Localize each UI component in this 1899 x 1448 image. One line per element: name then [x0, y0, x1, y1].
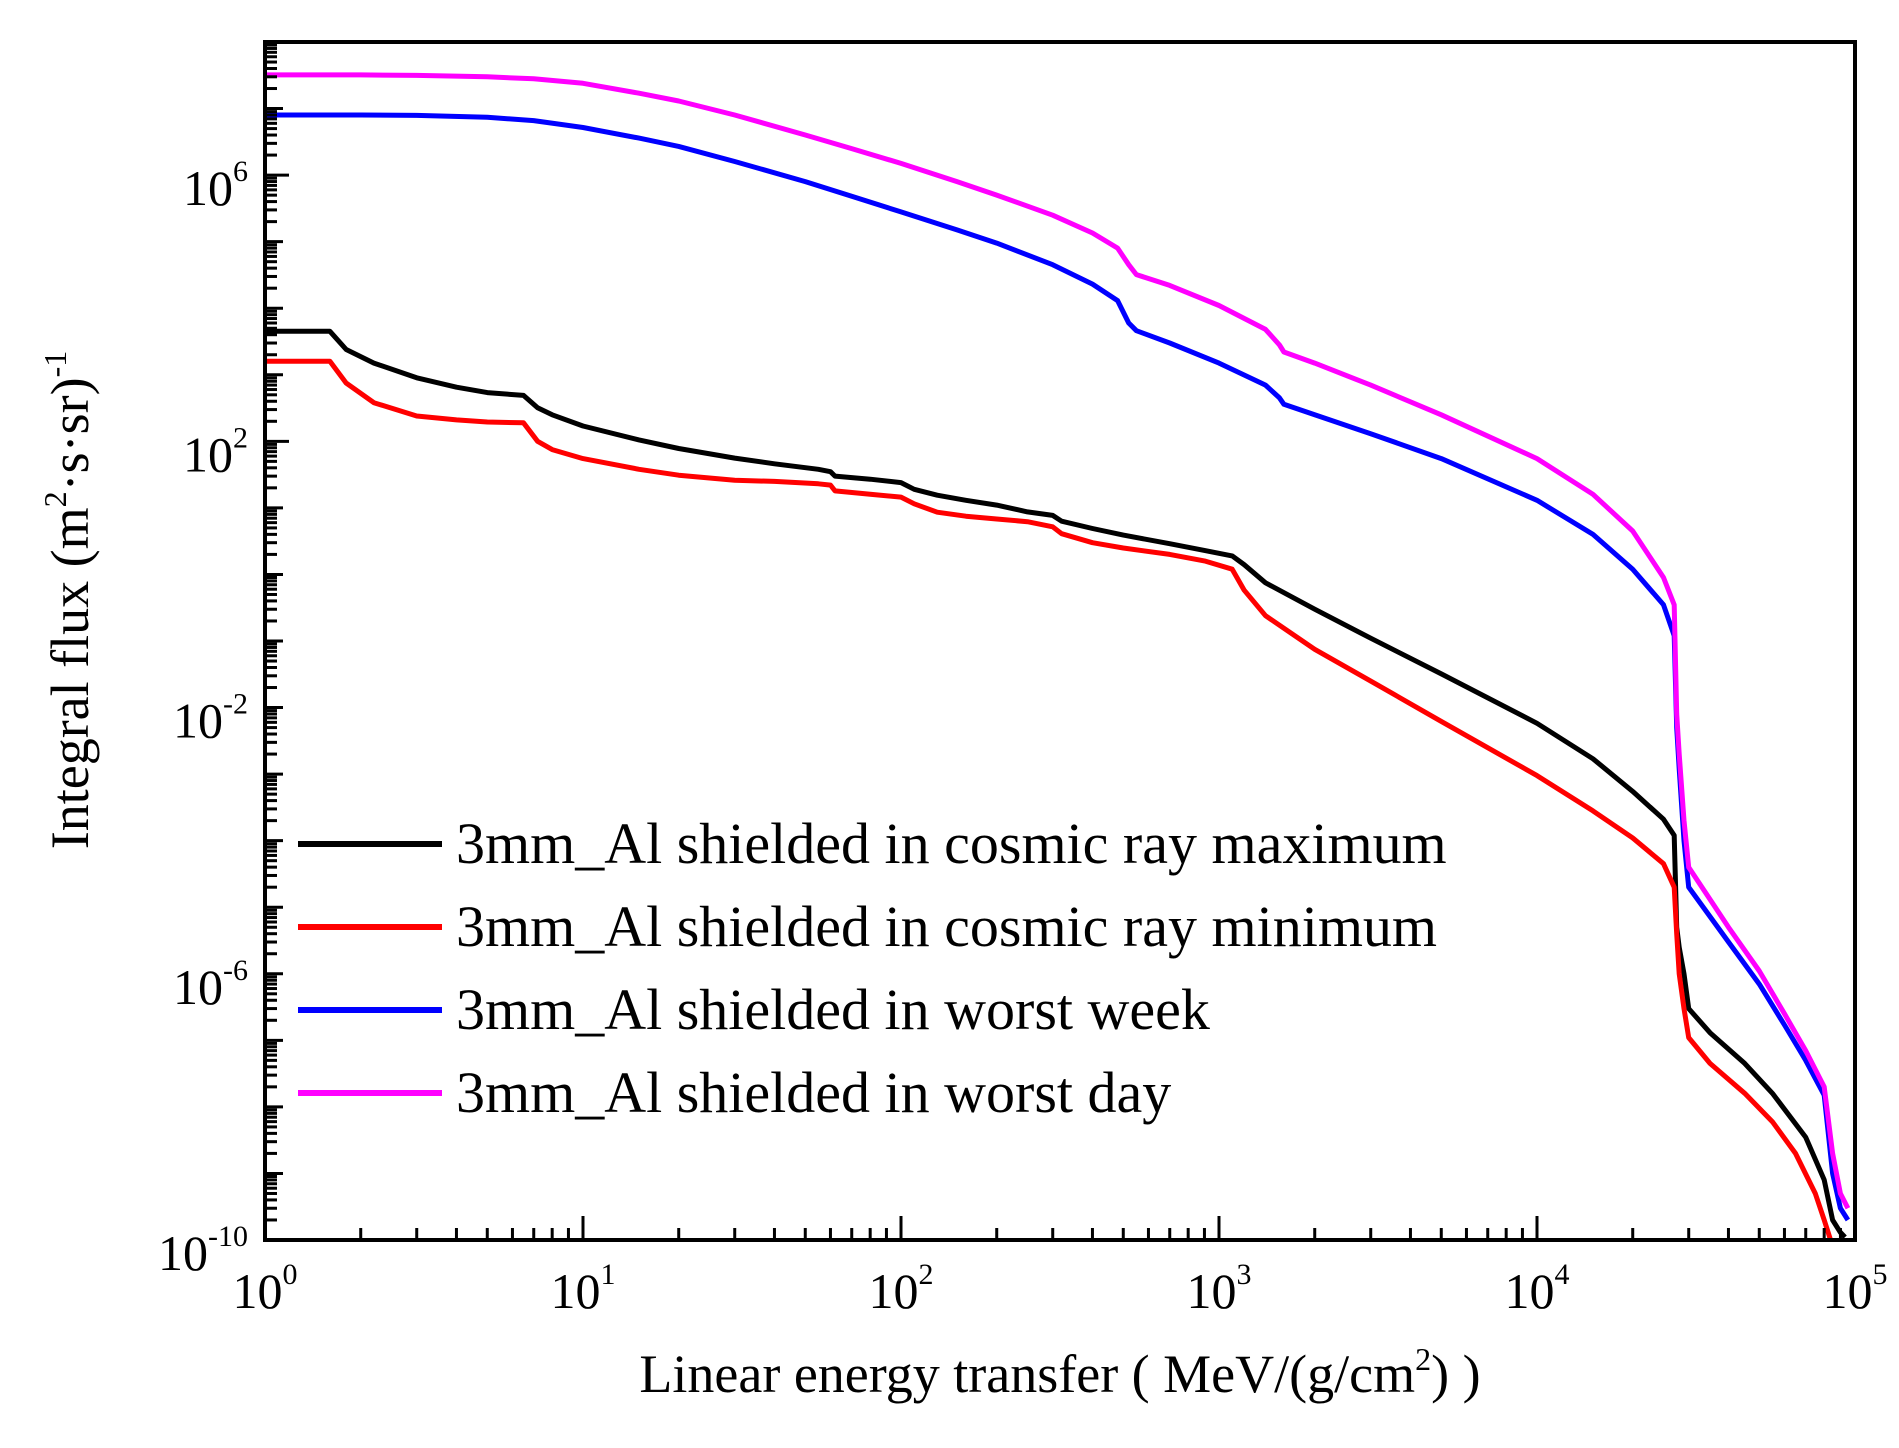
x-tick-labels: 100 101 102 103 104 105	[233, 1258, 1888, 1319]
legend-label-1: 3mm_Al shielded in cosmic ray maximum	[456, 811, 1447, 876]
series-layer	[265, 72, 1851, 1240]
x-axis-title: Linear energy transfer ( MeV/(g/cm2) )	[639, 1341, 1480, 1404]
legend-label-4: 3mm_Al shielded in worst day	[456, 1060, 1171, 1125]
x-tick-label: 104	[1505, 1258, 1570, 1319]
legend-label-2: 3mm_Al shielded in cosmic ray minimum	[456, 894, 1437, 959]
series-line-1	[265, 328, 1847, 1239]
x-tick-label: 105	[1823, 1258, 1888, 1319]
x-tick-label: 102	[869, 1258, 934, 1319]
legend: 3mm_Al shielded in cosmic ray maximum 3mm…	[298, 811, 1447, 1125]
series-line-4	[265, 72, 1851, 1210]
y-tick-label: 10-10	[158, 1220, 248, 1281]
y-tick-label: 10-6	[173, 954, 248, 1015]
series-line-2	[265, 358, 1834, 1240]
x-tick-label: 100	[233, 1258, 298, 1319]
y-tick-label: 106	[183, 155, 248, 216]
y-tick-label: 10-2	[173, 688, 248, 749]
legend-label-3: 3mm_Al shielded in worst week	[456, 977, 1210, 1042]
tick-layer	[263, 43, 1842, 1242]
x-tick-label: 103	[1187, 1258, 1252, 1319]
y-tick-label: 102	[183, 421, 248, 482]
y-axis-title: Integral flux (m2·s·sr)-1	[37, 351, 100, 850]
x-tick-label: 101	[551, 1258, 616, 1319]
series-line-3	[265, 112, 1851, 1222]
y-tick-labels: 106 102 10-2 10-6 10-10	[158, 155, 248, 1281]
